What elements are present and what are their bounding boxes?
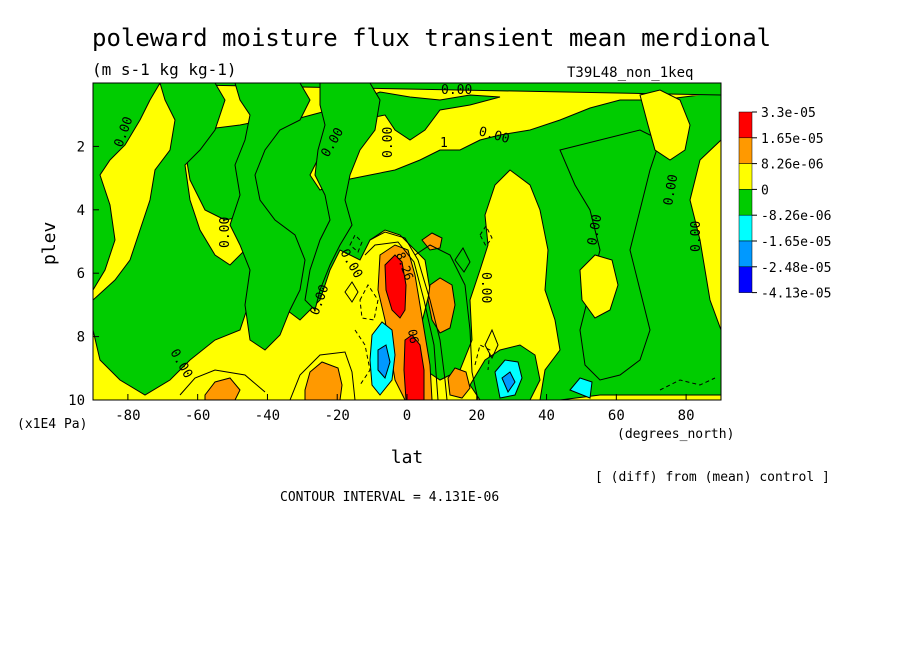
colorbar-swatch [738, 137, 753, 164]
colorbar-label: -4.13e-05 [761, 287, 831, 302]
y-tick-label: 6 [77, 266, 85, 282]
colorbar: 3.3e-05 1.65e-05 8.26e-06 0 -8.26e-06 -1.65e-… [738, 106, 831, 302]
contour-fill-red-upper [384, 254, 407, 319]
diff-note: [ (diff) from (mean) control ] [595, 470, 830, 485]
y-axis-units: (x1E4 Pa) [17, 417, 87, 432]
contour-label: 0.00 [218, 217, 233, 248]
contour-label: 0.00 [689, 221, 704, 252]
colorbar-label: 3.3e-05 [761, 106, 816, 121]
x-tick-label: 60 [608, 408, 625, 424]
chart-title: poleward moisture flux transient mean me… [92, 24, 771, 52]
contour-label: 0.00 [381, 127, 396, 158]
x-tick-label: -80 [115, 408, 140, 424]
experiment-label: T39L48_non_1keq [567, 65, 693, 81]
negative-contours [349, 225, 716, 391]
y-tick-label: 2 [77, 139, 85, 155]
colorbar-swatch [738, 214, 753, 242]
colorbar-swatch [738, 111, 753, 139]
colorbar-swatch [738, 163, 753, 190]
colorbar-label: -2.48e-05 [761, 261, 831, 276]
plot-area: 0.00 0.00 0.00 0.00 0.00 0.00 0.00 0.00 … [93, 83, 721, 400]
contour-fill-yellow-pocket-2 [639, 89, 691, 161]
colorbar-label: 0 [761, 183, 769, 198]
contour-interval: CONTOUR INTERVAL = 4.131E-06 [280, 490, 499, 505]
colorbar-label: -1.65e-05 [761, 235, 831, 250]
colorbar-swatch [738, 266, 753, 293]
contour-fill-orange-sw [304, 361, 343, 400]
contour-label: 0.00 [661, 173, 681, 206]
x-axis-ticks: -80 -60 -40 -20 0 20 40 60 80 [115, 394, 695, 424]
contour-fill-blue-east [501, 371, 516, 394]
contour-fill-green-south-column [93, 83, 256, 396]
x-axis-units: (degrees_north) [617, 427, 734, 442]
x-tick-label: -60 [185, 408, 210, 424]
contour-fill-orange-small [421, 232, 443, 251]
contour-label: 0.00 [441, 83, 472, 98]
contour-fill-blue-west [377, 344, 391, 380]
y-tick-label: 8 [77, 330, 85, 346]
chart-units: (m s-1 kg kg-1) [92, 60, 237, 79]
contour-labels: 0.00 0.00 0.00 0.00 0.00 0.00 0.00 0.00 … [112, 83, 704, 381]
contour-fill-orange-sh-low [204, 377, 241, 400]
positive-contours [179, 231, 499, 400]
y-tick-label: 4 [77, 203, 85, 219]
x-tick-label: 0 [403, 408, 411, 424]
contour-fill-cyan-nh [569, 377, 593, 399]
colorbar-label: 8.26e-06 [761, 158, 824, 173]
contour-fill-red-lower [403, 334, 425, 400]
contour-fill-orange-nh-low [447, 367, 471, 399]
contour-fill-green-equator [304, 83, 381, 311]
contour-fill-green-sh [93, 83, 161, 291]
contour-label: 0.00 [585, 213, 605, 246]
colorbar-swatch [738, 189, 753, 216]
colorbar-swatch [738, 240, 753, 268]
x-axis-label: lat [391, 447, 424, 468]
y-axis-ticks: 2 4 6 8 10 [68, 139, 99, 409]
x-tick-label: 80 [678, 408, 695, 424]
contour-label: 1 [440, 136, 448, 151]
contour-label: 0.00 [478, 272, 493, 303]
x-tick-label: -40 [255, 408, 280, 424]
x-tick-label: 40 [538, 408, 555, 424]
contour-label: 06 [405, 328, 421, 345]
colorbar-label: -8.26e-06 [761, 209, 831, 224]
y-axis-label: plev [39, 222, 60, 265]
y-tick-label: 10 [68, 393, 85, 409]
x-tick-label: 20 [468, 408, 485, 424]
contour-fill-green-tropics-left [229, 83, 311, 351]
contour-fill-yellow-pocket-1 [579, 254, 619, 319]
x-tick-label: -20 [325, 408, 350, 424]
colorbar-label: 1.65e-05 [761, 132, 824, 147]
